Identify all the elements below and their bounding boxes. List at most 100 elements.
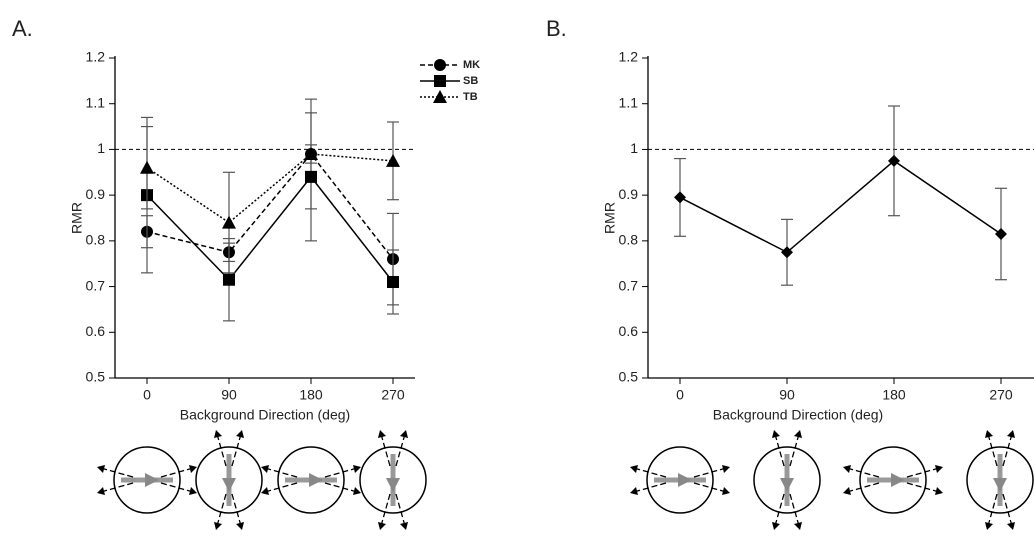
marker: [995, 228, 1007, 240]
icon-ray: [324, 467, 358, 478]
series-line: [146, 152, 394, 260]
icon-ray: [100, 482, 134, 493]
marker: [888, 154, 900, 167]
icon-arrowhead: [353, 487, 361, 495]
icon-arrowhead: [772, 522, 780, 530]
icon: [630, 465, 730, 495]
icon-arrowhead: [400, 522, 408, 530]
icon-arrowhead: [722, 487, 730, 495]
icon-ray: [231, 433, 242, 467]
icon-ray: [395, 433, 406, 467]
icon-arrowhead: [794, 522, 802, 530]
icon-ray: [789, 433, 800, 467]
icon-arrow: [891, 473, 905, 487]
panel-label: B.: [546, 16, 567, 41]
icon-ray: [693, 482, 727, 493]
icon-ray: [1002, 493, 1013, 527]
y-tick-label: 0.9: [619, 186, 639, 202]
y-tick-label: 1: [630, 140, 638, 156]
legend-label: MK: [463, 59, 480, 71]
icon-arrowhead: [97, 465, 105, 473]
icon-ray: [380, 433, 391, 467]
legend-label: TB: [463, 91, 478, 103]
icon-arrowhead: [630, 487, 638, 495]
icon-ray: [987, 433, 998, 467]
icon-arrowhead: [97, 487, 105, 495]
icon-arrowhead: [236, 430, 244, 438]
icon-arrowhead: [189, 487, 197, 495]
icon-circle: [646, 446, 714, 514]
icon-circle: [966, 446, 1034, 514]
x-tick-label: 90: [779, 387, 795, 403]
icon-ray: [906, 467, 940, 478]
x-tick-label: 180: [882, 387, 906, 403]
icon-circle: [359, 446, 427, 514]
icon-ray: [216, 493, 227, 527]
icon-arrowhead: [378, 430, 386, 438]
marker: [674, 191, 686, 204]
icon-ray: [774, 433, 785, 467]
icon-ray: [633, 482, 667, 493]
icon-ray: [160, 482, 194, 493]
icon-ray: [324, 482, 358, 493]
icon-arrowhead: [722, 465, 730, 473]
icon: [97, 465, 197, 495]
marker: [222, 215, 236, 229]
icon-circle: [277, 446, 345, 514]
icon-arrowhead: [214, 430, 222, 438]
icon-ray: [216, 433, 227, 467]
icon-arrowhead: [353, 465, 361, 473]
marker: [304, 147, 318, 160]
icon-ray: [846, 467, 880, 478]
y-tick-label: 0.6: [86, 323, 106, 339]
icon-arrowhead: [261, 487, 269, 495]
icon-arrowhead: [1007, 430, 1015, 438]
x-tick-label: 270: [989, 387, 1013, 403]
icon-arrowhead: [772, 430, 780, 438]
x-tick-label: 270: [381, 387, 405, 403]
icon-arrowhead: [630, 465, 638, 473]
marker: [433, 90, 447, 103]
panel-label: A.: [12, 16, 33, 41]
series-line: [146, 175, 394, 283]
icon-ray: [789, 493, 800, 527]
icon-arrowhead: [189, 465, 197, 473]
x-tick-label: 180: [299, 387, 323, 403]
icon-ray: [1002, 433, 1013, 467]
icon-arrowhead: [843, 487, 851, 495]
icon-ray: [846, 482, 880, 493]
icon-ray: [380, 493, 391, 527]
icon-ray: [100, 467, 134, 478]
legend-label: SB: [463, 75, 478, 87]
y-tick-label: 1.1: [86, 94, 106, 110]
icon-circle: [113, 446, 181, 514]
y-tick-label: 1.1: [619, 94, 639, 110]
icon-ray: [693, 467, 727, 478]
series-line: [679, 159, 1002, 254]
marker: [387, 276, 399, 288]
icon-arrowhead: [236, 522, 244, 530]
icon: [261, 465, 361, 495]
icon-ray: [906, 482, 940, 493]
icon-arrowhead: [261, 465, 269, 473]
y-tick-label: 0.8: [86, 232, 106, 248]
icon-circle: [753, 446, 821, 514]
y-tick-label: 0.6: [619, 323, 639, 339]
y-tick-label: 0.7: [86, 277, 106, 293]
icon: [843, 465, 943, 495]
icon-ray: [231, 493, 242, 527]
icon-arrowhead: [1007, 522, 1015, 530]
icon-arrow: [145, 473, 159, 487]
icon-arrowhead: [214, 522, 222, 530]
y-tick-label: 1.2: [619, 49, 639, 65]
marker: [781, 246, 793, 259]
x-axis-label: Background Direction (deg): [180, 407, 350, 423]
x-tick-label: 0: [143, 387, 151, 403]
y-axis-label: RMR: [602, 202, 618, 234]
x-tick-label: 90: [221, 387, 237, 403]
icon-arrowhead: [985, 522, 993, 530]
icon: [214, 430, 244, 530]
marker: [305, 170, 317, 183]
icon: [772, 430, 802, 530]
